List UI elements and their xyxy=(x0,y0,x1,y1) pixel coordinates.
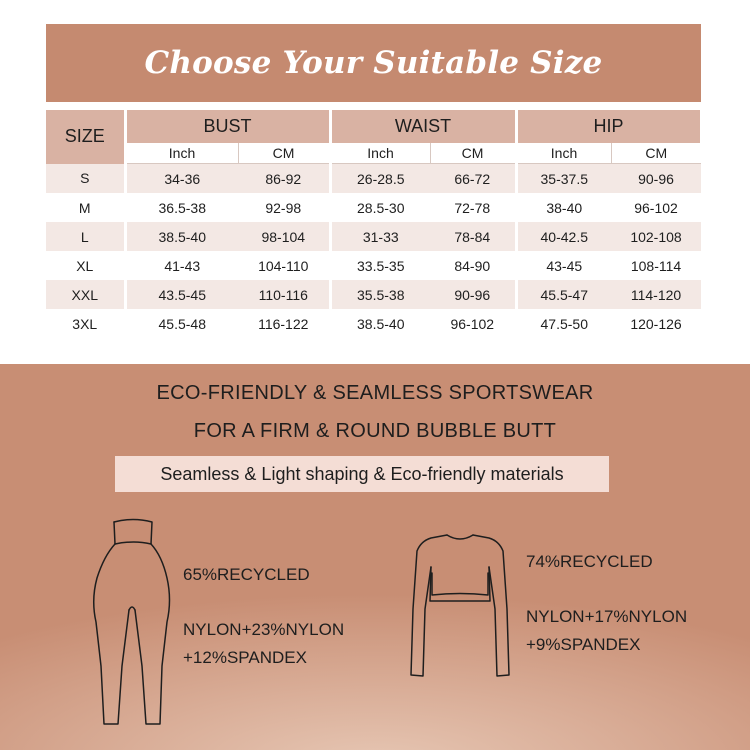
unit-header: CM xyxy=(238,143,332,164)
product1-composition-line1: NYLON+23%NYLON xyxy=(183,620,345,639)
product1-recycled-text: 65%RECYCLED xyxy=(183,565,310,584)
table-cell: 90-96 xyxy=(430,280,518,309)
leggings-icon xyxy=(93,518,171,725)
crop-top-icon xyxy=(410,534,510,677)
table-cell: 38.5-40 xyxy=(125,222,238,251)
unit-header: Inch xyxy=(516,143,612,164)
product2-composition-line1: NYLON+17%NYLON xyxy=(526,607,688,626)
table-cell: 45.5-47 xyxy=(516,280,612,309)
table-cell: 78-84 xyxy=(430,222,518,251)
unit-header: Inch xyxy=(125,143,239,164)
table-cell: 72-78 xyxy=(430,193,518,222)
table-row: M 36.5-38 92-98 28.5-30 72-78 38-40 96-1… xyxy=(46,193,701,222)
hip-header: HIP xyxy=(516,110,703,143)
table-cell: 96-102 xyxy=(430,309,518,338)
table-cell: 28.5-30 xyxy=(357,199,405,216)
bust-header: BUST xyxy=(125,110,332,143)
table-cell: 102-108 xyxy=(611,222,702,251)
table-cell: 90-96 xyxy=(611,163,702,193)
table-cell: 98-104 xyxy=(238,222,332,251)
table-row: XL 41-43 104-110 33.5-35 84-90 43-45 108… xyxy=(46,251,701,280)
unit-header: Inch xyxy=(330,143,431,164)
table-cell: 45.5-48 xyxy=(158,315,206,332)
table-cell: 38.5-40 xyxy=(357,315,405,332)
product2-composition-line2: +9%SPANDEX xyxy=(526,635,641,654)
promo-headline-line2: FOR A FIRM & ROUND BUBBLE BUTT xyxy=(193,420,557,442)
product1-composition-line2: +12%SPANDEX xyxy=(183,648,307,667)
size-label: XXL xyxy=(46,280,127,309)
table-cell: 96-102 xyxy=(634,199,678,216)
unit-header: CM xyxy=(430,143,518,164)
promo-section: ECO-FRIENDLY & SEAMLESS SPORTSWEAR FOR A… xyxy=(0,364,750,750)
table-cell: 35-37.5 xyxy=(516,163,612,193)
table-cell: 38-40 xyxy=(546,199,583,216)
title-banner: Choose Your Suitable Size xyxy=(46,24,701,102)
table-cell: 86-92 xyxy=(238,163,332,193)
table-cell: 108-114 xyxy=(630,257,682,274)
table-cell: 110-116 xyxy=(238,280,332,309)
size-label: M xyxy=(46,193,127,222)
table-cell: 33.5-35 xyxy=(357,257,405,274)
size-chart-table: SIZE BUST WAIST HIP Inch CM Inch CM Inch… xyxy=(46,110,703,338)
table-cell: 116-122 xyxy=(238,309,332,338)
tagline-pill: Seamless & Light shaping & Eco-friendly … xyxy=(115,456,609,492)
table-cell: 120-126 xyxy=(630,315,682,332)
table-cell: 43-45 xyxy=(546,257,583,274)
table-cell: 34-36 xyxy=(125,163,238,193)
table-cell: 66-72 xyxy=(430,163,518,193)
table-cell: 43.5-45 xyxy=(125,280,238,309)
table-cell: 40-42.5 xyxy=(516,222,612,251)
table-row: XXL 43.5-45 110-116 35.5-38 90-96 45.5-4… xyxy=(46,280,702,309)
table-cell: 41-43 xyxy=(164,257,201,274)
table-cell: 84-90 xyxy=(430,251,518,280)
table-cell: 35.5-38 xyxy=(330,280,431,309)
promo-headline-line1: ECO-FRIENDLY & SEAMLESS SPORTSWEAR xyxy=(156,382,594,404)
table-cell: 104-110 xyxy=(238,251,332,280)
table-cell: 47.5-50 xyxy=(540,315,588,332)
size-label: 3XL xyxy=(46,309,127,338)
page-title: Choose Your Suitable Size xyxy=(144,45,603,81)
size-label: L xyxy=(46,222,127,251)
table-row: 3XL 45.5-48 116-122 38.5-40 96-102 47.5-… xyxy=(46,309,701,338)
table-cell: 36.5-38 xyxy=(158,199,206,216)
table-row: S 34-36 86-92 26-28.5 66-72 35-37.5 90-9… xyxy=(46,163,702,193)
unit-header: CM xyxy=(611,143,702,164)
size-label: XL xyxy=(46,251,127,280)
table-cell: 92-98 xyxy=(238,193,332,222)
product2-recycled-text: 74%RECYCLED xyxy=(526,552,653,571)
table-row: L 38.5-40 98-104 31-33 78-84 40-42.5 102… xyxy=(46,222,702,251)
size-column-header: SIZE xyxy=(46,110,127,164)
table-cell: 31-33 xyxy=(330,222,431,251)
table-cell: 114-120 xyxy=(611,280,702,309)
waist-header: WAIST xyxy=(330,110,518,143)
table-cell: 26-28.5 xyxy=(330,163,431,193)
size-label: S xyxy=(46,163,127,193)
